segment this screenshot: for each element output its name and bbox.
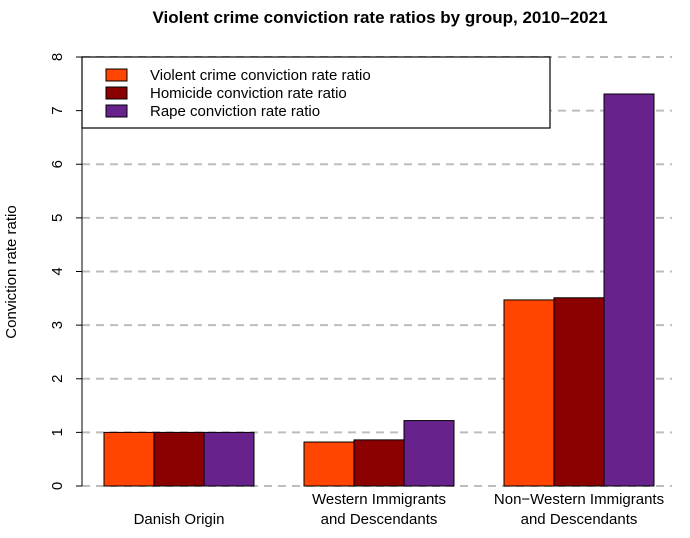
bars — [103, 93, 655, 487]
y-tick-label: 8 — [49, 53, 66, 61]
y-tick-label: 1 — [49, 428, 66, 436]
y-tick-label: 6 — [49, 160, 66, 168]
bar-1-2 — [303, 441, 355, 487]
legend-label: Rape conviction rate ratio — [150, 103, 320, 120]
y-tick-label: 0 — [49, 482, 66, 490]
bar-1-1 — [103, 431, 155, 487]
x-tick-label: Western Immigrants — [312, 491, 446, 508]
x-tick-label: and Descendants — [521, 511, 638, 528]
y-tick-label: 2 — [49, 375, 66, 383]
bar-3-1 — [203, 431, 255, 487]
y-tick-label: 7 — [49, 106, 66, 114]
legend-swatch — [105, 68, 128, 82]
x-tick-label: Danish Origin — [134, 511, 225, 528]
bar-3-3 — [603, 93, 655, 487]
y-tick-label: 5 — [49, 214, 66, 222]
legend-label: Violent crime conviction rate ratio — [150, 67, 371, 84]
bar-2-3 — [553, 297, 605, 487]
legend-swatch — [105, 86, 128, 100]
y-tick-label: 4 — [49, 267, 66, 275]
x-tick-label: Non−Western Immigrants — [494, 491, 664, 508]
bar-2-1 — [153, 431, 205, 487]
chart-title: Violent crime conviction rate ratios by … — [152, 8, 607, 27]
y-axis: 0 1 2 3 4 5 6 7 8 — [49, 53, 83, 490]
bar-1-3 — [503, 299, 555, 487]
legend: Violent crime conviction rate ratioHomic… — [81, 56, 551, 129]
x-tick-label: and Descendants — [321, 511, 438, 528]
bar-3-2 — [403, 420, 455, 487]
legend-box — [81, 56, 551, 129]
y-tick-label: 3 — [49, 321, 66, 329]
bar-2-2 — [353, 439, 405, 487]
x-axis: Danish Origin Western Immigrants and Desce… — [134, 491, 665, 528]
legend-swatch — [105, 104, 128, 118]
legend-label: Homicide conviction rate ratio — [150, 85, 347, 102]
y-axis-label: Conviction rate ratio — [3, 205, 20, 338]
